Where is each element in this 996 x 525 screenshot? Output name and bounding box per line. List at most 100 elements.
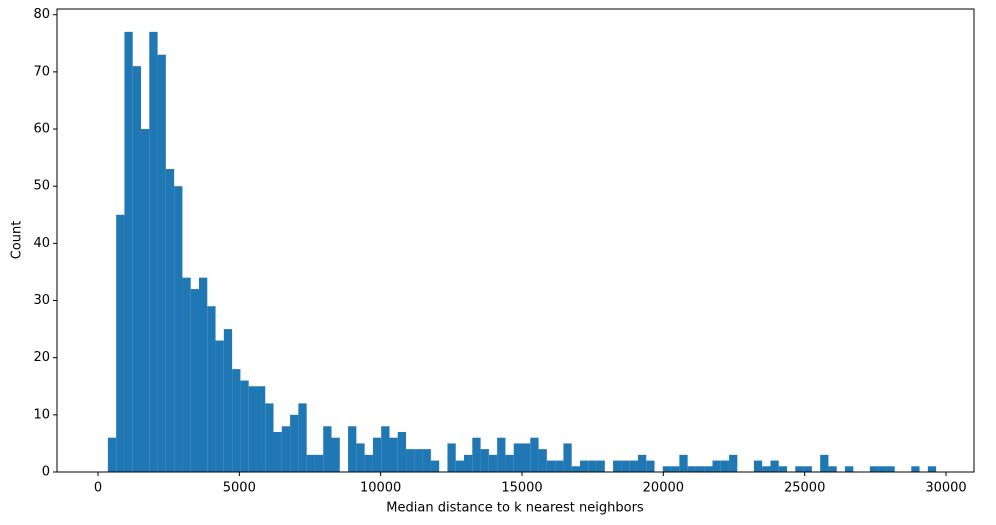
- bar: [430, 460, 440, 472]
- bar: [522, 443, 531, 472]
- bar: [803, 466, 812, 472]
- bar: [414, 449, 423, 472]
- y-tick-label: 40: [33, 236, 50, 251]
- bar: [356, 443, 365, 472]
- bar: [240, 380, 249, 472]
- y-axis-label: Count: [10, 221, 25, 260]
- bar: [679, 454, 688, 472]
- bar: [629, 460, 638, 472]
- bar: [588, 460, 597, 472]
- bar: [845, 466, 854, 472]
- bar: [538, 449, 547, 472]
- bar: [571, 466, 580, 472]
- bar: [447, 443, 456, 472]
- bar: [364, 454, 373, 472]
- bar: [372, 437, 382, 472]
- bar: [323, 426, 332, 472]
- x-axis-label: Median distance to k nearest neighbors: [386, 501, 644, 516]
- bar: [770, 460, 779, 472]
- bar: [513, 443, 523, 472]
- bar: [389, 437, 398, 472]
- bar: [695, 466, 705, 472]
- bar: [472, 437, 481, 472]
- bar: [406, 449, 415, 472]
- bar: [646, 460, 655, 472]
- y-tick-label: 10: [33, 407, 50, 422]
- bar: [132, 66, 142, 472]
- bar: [546, 460, 556, 472]
- bar: [290, 414, 299, 472]
- bar: [927, 466, 937, 472]
- x-tick-label: 0: [94, 481, 102, 496]
- bar: [778, 466, 788, 472]
- bar: [306, 454, 315, 472]
- bar: [198, 277, 208, 472]
- bar: [563, 443, 572, 472]
- bar: [704, 466, 713, 472]
- plot-frame: [56, 8, 975, 473]
- bar: [762, 466, 771, 472]
- x-tick-label: 20000: [643, 481, 684, 496]
- y-tick-label: 70: [33, 64, 50, 79]
- bar: [878, 466, 887, 472]
- bar: [637, 454, 647, 472]
- bar: [281, 426, 291, 472]
- bar: [480, 449, 489, 472]
- bar: [795, 466, 804, 472]
- bar: [455, 460, 465, 472]
- bar: [182, 277, 191, 472]
- bar: [157, 54, 166, 472]
- bar: [215, 340, 224, 472]
- bar: [397, 431, 407, 472]
- bar: [256, 386, 266, 472]
- x-tick-label: 30000: [925, 481, 966, 496]
- bar: [381, 426, 390, 472]
- bar: [671, 466, 680, 472]
- bar: [886, 466, 895, 472]
- bar: [124, 31, 133, 472]
- bar: [422, 449, 431, 472]
- y-tick-label: 50: [33, 179, 50, 194]
- x-tick-label: 15000: [501, 481, 542, 496]
- bar: [497, 437, 506, 472]
- bar: [505, 454, 514, 472]
- bar: [729, 454, 738, 472]
- y-tick-label: 0: [42, 465, 50, 480]
- bar: [488, 454, 498, 472]
- bar: [712, 460, 721, 472]
- bar: [621, 460, 630, 472]
- bar: [869, 466, 879, 472]
- bar: [248, 386, 257, 472]
- bar: [265, 403, 274, 472]
- bar: [116, 214, 125, 472]
- bar: [530, 437, 539, 472]
- bar: [207, 306, 216, 472]
- bar: [223, 329, 233, 472]
- bar: [165, 169, 175, 472]
- bar: [273, 431, 282, 472]
- bar: [298, 403, 307, 472]
- bar: [348, 426, 357, 472]
- bar: [720, 460, 730, 472]
- bar: [613, 460, 622, 472]
- bar: [911, 466, 920, 472]
- x-tick-label: 25000: [784, 481, 825, 496]
- y-tick-label: 20: [33, 350, 50, 365]
- bar: [753, 460, 763, 472]
- bar: [190, 289, 199, 472]
- bar: [107, 437, 117, 472]
- bar: [828, 466, 837, 472]
- bar: [820, 454, 829, 472]
- bar: [331, 437, 340, 472]
- bar: [232, 369, 241, 472]
- x-tick-label: 5000: [223, 481, 256, 496]
- bar: [596, 460, 605, 472]
- bar: [579, 460, 589, 472]
- bar: [141, 129, 150, 472]
- bar: [687, 466, 696, 472]
- bar: [662, 466, 672, 472]
- y-tick-label: 60: [33, 122, 50, 137]
- y-tick-label: 30: [33, 293, 50, 308]
- bar: [174, 186, 183, 473]
